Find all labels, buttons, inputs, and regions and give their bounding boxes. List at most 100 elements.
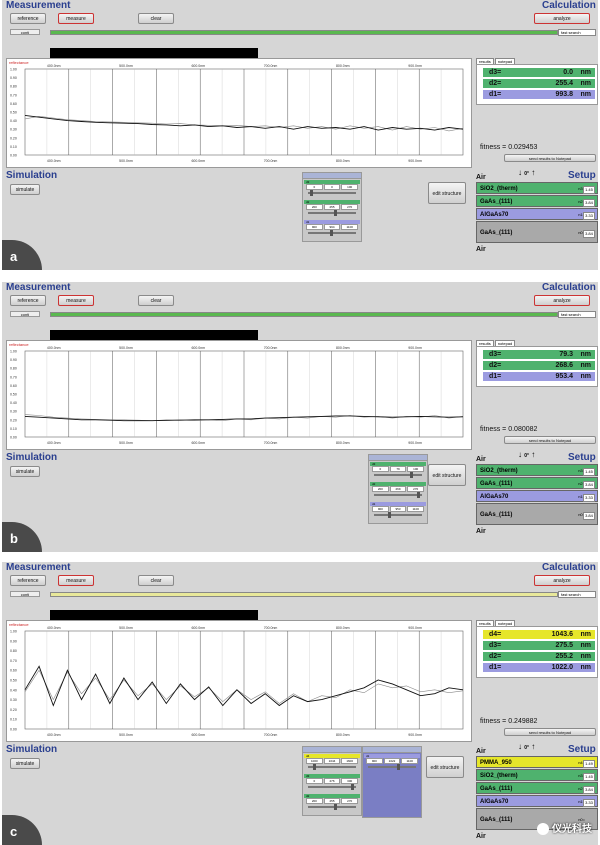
measure-button[interactable]: measure (58, 295, 94, 306)
thickness-slider[interactable] (368, 764, 416, 770)
thickness-slider[interactable] (308, 210, 356, 216)
reference-button[interactable]: reference (10, 575, 46, 586)
thickness-min-field[interactable]: 0 (372, 466, 389, 472)
thickness-min-field[interactable]: 200 (306, 798, 323, 804)
search-mode-select[interactable]: fast search (558, 29, 596, 36)
layer-n-value[interactable]: 3.33 (583, 799, 595, 807)
layer-row[interactable]: PMMA_950 n4= 1.49 (476, 756, 598, 768)
layer-row[interactable]: SiO2_(therm) n3= 1.45 (476, 182, 598, 194)
slider-knob[interactable] (417, 492, 421, 498)
layer-row[interactable]: AlGaAs70 n1= 3.33 (476, 795, 598, 807)
layer-row[interactable]: AlGaAs70 n1= 3.33 (476, 490, 598, 502)
reference-button[interactable]: reference (10, 295, 46, 306)
layer-row[interactable]: SiO2_(therm) n3= 1.45 (476, 464, 598, 476)
thickness-slider[interactable] (374, 472, 422, 478)
thickness-max-field[interactable]: 270 (341, 204, 359, 210)
thickness-min-field[interactable]: 900 (306, 224, 323, 230)
slider-knob[interactable] (396, 764, 400, 770)
thickness-max-field[interactable]: 1100 (407, 506, 425, 512)
edit-structure-button[interactable]: edit structure (428, 464, 466, 486)
thickness-value-field[interactable]: 269 (389, 486, 407, 492)
simulate-button[interactable]: simulate (10, 466, 40, 477)
thickness-max-field[interactable]: 1100 (401, 758, 419, 764)
measure-button[interactable]: measure (58, 575, 94, 586)
conti-button[interactable]: conti (10, 311, 40, 317)
thickness-min-field[interactable]: 1000 (306, 758, 323, 764)
layer-n-value[interactable]: 3.84 (583, 481, 595, 489)
clear-button[interactable]: clear (138, 295, 174, 306)
slider-knob[interactable] (388, 512, 392, 518)
thickness-slider[interactable] (308, 784, 356, 790)
thickness-value-field[interactable]: 1022 (383, 758, 401, 764)
thickness-value-field[interactable]: 255 (323, 204, 341, 210)
thickness-max-field[interactable]: 1600 (341, 758, 359, 764)
thickness-max-field[interactable]: 270 (407, 486, 425, 492)
search-mode-select[interactable]: fast search (558, 591, 596, 598)
thickness-value-field[interactable]: 255 (323, 798, 341, 804)
send-results-button[interactable]: send results to Notepad (504, 154, 596, 162)
analyze-button[interactable]: analyze (534, 575, 590, 586)
send-results-button[interactable]: send results to Notepad (504, 436, 596, 444)
thickness-slider[interactable] (374, 512, 422, 518)
slider-knob[interactable] (410, 472, 413, 478)
reference-button[interactable]: reference (10, 13, 46, 24)
edit-structure-button[interactable]: edit structure (428, 182, 466, 204)
simulate-button[interactable]: simulate (10, 184, 40, 195)
thickness-max-field[interactable]: 300 (341, 778, 359, 784)
layer-n-value[interactable]: 3.84 (583, 786, 595, 794)
slider-knob[interactable] (310, 190, 314, 196)
thickness-value-field[interactable]: 79 (389, 466, 407, 472)
layer-n-value[interactable]: 3.84 (583, 230, 595, 238)
search-mode-select[interactable]: fast search (558, 311, 596, 318)
layer-n-value[interactable]: 3.84 (583, 199, 595, 207)
analyze-button[interactable]: analyze (534, 295, 590, 306)
slider-knob[interactable] (329, 230, 333, 236)
slider-knob[interactable] (351, 784, 355, 790)
thickness-min-field[interactable]: 200 (306, 204, 323, 210)
layer-n-value[interactable]: 3.33 (583, 494, 595, 502)
layer-n-value[interactable]: 1.45 (583, 186, 595, 194)
thickness-max-field[interactable]: 1100 (341, 224, 359, 230)
thickness-min-field[interactable]: 900 (372, 506, 389, 512)
thickness-min-field[interactable]: 200 (372, 486, 389, 492)
simulate-button[interactable]: simulate (10, 758, 40, 769)
layer-n-value[interactable]: 3.33 (583, 212, 595, 220)
layer-row[interactable]: GaAs_(111) n0= 3.84 (476, 221, 598, 243)
thickness-value-field[interactable]: 994 (323, 224, 341, 230)
thickness-value-field[interactable]: 1044 (323, 758, 341, 764)
layer-n-value[interactable]: 1.45 (583, 468, 595, 476)
layer-row[interactable]: SiO2_(therm) n3= 1.45 (476, 769, 598, 781)
thickness-min-field[interactable]: 0 (306, 778, 323, 784)
thickness-slider[interactable] (374, 492, 422, 498)
thickness-slider[interactable] (308, 230, 356, 236)
thickness-slider[interactable] (308, 804, 356, 810)
layer-row[interactable]: GaAs_(111) n2= 3.84 (476, 477, 598, 489)
layer-n-value[interactable]: 3.84 (583, 512, 595, 520)
thickness-value-field[interactable]: 0 (323, 184, 341, 190)
layer-row[interactable]: GaAs_(111) n2= 3.84 (476, 782, 598, 794)
slider-knob[interactable] (312, 764, 316, 770)
edit-structure-button[interactable]: edit structure (426, 756, 464, 778)
conti-button[interactable]: conti (10, 591, 40, 597)
layer-n-value[interactable]: 1.45 (583, 773, 595, 781)
layer-n-value[interactable]: 1.49 (583, 760, 595, 768)
slider-knob[interactable] (334, 804, 338, 810)
thickness-value-field[interactable]: 953 (389, 506, 407, 512)
clear-button[interactable]: clear (138, 575, 174, 586)
thickness-slider[interactable] (308, 764, 356, 770)
thickness-min-field[interactable]: 900 (366, 758, 383, 764)
layer-row[interactable]: GaAs_(111) n2= 3.84 (476, 195, 598, 207)
clear-button[interactable]: clear (138, 13, 174, 24)
layer-row[interactable]: AlGaAs70 n1= 3.33 (476, 208, 598, 220)
thickness-max-field[interactable]: 100 (341, 184, 359, 190)
thickness-max-field[interactable]: 100 (407, 466, 425, 472)
thickness-min-field[interactable]: 0 (306, 184, 323, 190)
analyze-button[interactable]: analyze (534, 13, 590, 24)
send-results-button[interactable]: send results to Notepad (504, 728, 596, 736)
measure-button[interactable]: measure (58, 13, 94, 24)
thickness-max-field[interactable]: 270 (341, 798, 359, 804)
thickness-slider[interactable] (308, 190, 356, 196)
thickness-value-field[interactable]: 276 (323, 778, 341, 784)
slider-knob[interactable] (334, 210, 338, 216)
layer-row[interactable]: GaAs_(111) n0= 3.84 (476, 503, 598, 525)
